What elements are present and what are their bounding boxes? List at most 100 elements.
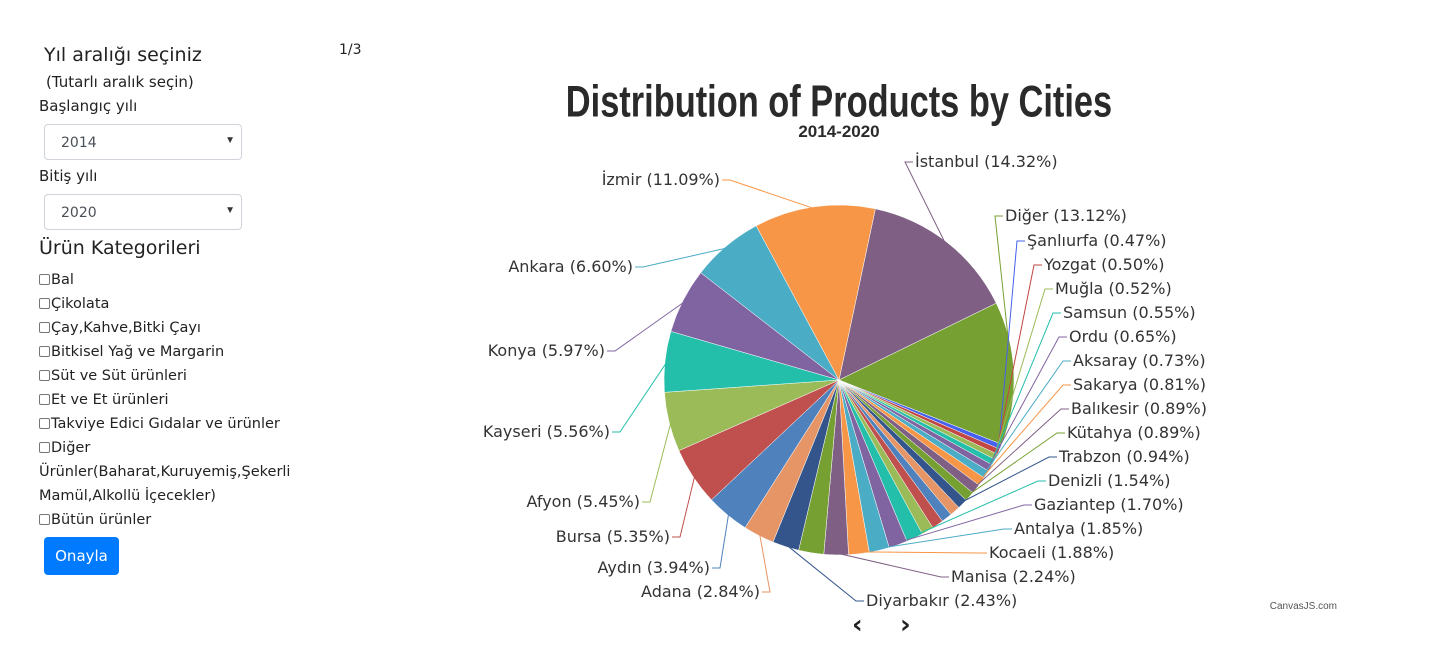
next-chart-button[interactable]: ›: [900, 610, 911, 640]
leader-line: [672, 475, 696, 538]
leader-line: [722, 179, 815, 210]
slice-label: Yozgat (0.50%): [1043, 255, 1164, 274]
category-label: Bal: [51, 272, 74, 288]
submit-button[interactable]: Onayla: [44, 537, 119, 575]
slice-label: Denizli (1.54%): [1048, 471, 1170, 490]
category-checkbox-cikolata[interactable]: Çikolata: [39, 292, 289, 316]
category-label: Bütün ürünler: [51, 512, 152, 528]
leader-line: [897, 504, 1032, 544]
chart-title: Distribution of Products by Cities: [566, 77, 1112, 126]
leader-line: [994, 215, 1013, 374]
pie-slice[interactable]: [838, 302, 1015, 445]
filter-sidebar: Yıl aralığı seçiniz (Tutarlı aralık seçi…: [0, 0, 330, 658]
slice-label: Diyarbakır (2.43%): [866, 591, 1017, 610]
checkbox-icon[interactable]: [39, 346, 50, 357]
chevron-down-icon: ▼: [225, 205, 235, 216]
checkbox-icon[interactable]: [39, 298, 50, 309]
leader-line: [984, 360, 1071, 474]
leader-line: [642, 421, 672, 503]
category-checkbox-takviye[interactable]: Takviye Edici Gıdalar ve ürünler: [39, 412, 289, 436]
leader-line: [988, 336, 1067, 468]
category-label: Diğer Ürünler(Baharat,Kuruyemiş,Şekerli …: [39, 440, 291, 504]
checkbox-icon[interactable]: [39, 274, 50, 285]
slice-label: Ankara (6.60%): [508, 257, 633, 276]
leader-line: [960, 456, 1057, 503]
slice-label: Şanlıurfa (0.47%): [1027, 231, 1167, 250]
leader-line: [607, 301, 686, 352]
year-range-title: Yıl aralığı seçiniz: [44, 44, 202, 66]
end-year-select[interactable]: 2020 ▼: [44, 194, 242, 230]
leader-line: [993, 288, 1053, 457]
pie-leader-lines: [607, 161, 1071, 602]
category-label: Süt ve Süt ürünleri: [51, 368, 187, 384]
pie-slice[interactable]: [755, 204, 876, 381]
leader-line: [635, 247, 728, 268]
leader-line: [979, 384, 1071, 481]
leader-line: [991, 312, 1061, 462]
leader-line: [996, 264, 1042, 451]
leader-line: [973, 408, 1069, 489]
page-indicator: 1/3: [339, 42, 362, 58]
slice-label: Aydın (3.94%): [598, 558, 710, 577]
checkbox-icon[interactable]: [39, 514, 50, 525]
categories-title: Ürün Kategorileri: [39, 237, 201, 259]
start-year-select[interactable]: 2014 ▼: [44, 124, 242, 160]
leader-line: [785, 544, 864, 602]
slice-label: Kayseri (5.56%): [483, 422, 610, 441]
category-label: Et ve Et ürünleri: [51, 392, 169, 408]
leader-line: [612, 361, 668, 433]
checkbox-icon[interactable]: [39, 322, 50, 333]
category-checkbox-cay-kahve[interactable]: Çay,Kahve,Bitki Çayı: [39, 316, 289, 340]
checkbox-icon[interactable]: [39, 418, 50, 429]
year-range-hint: (Tutarlı aralık seçin): [46, 73, 194, 91]
chart-subtitle: 2014-2020: [798, 122, 879, 141]
pie-slices: [663, 204, 1015, 556]
slice-label: Muğla (0.52%): [1055, 279, 1172, 298]
leader-line: [904, 161, 946, 244]
category-checkbox-bitkisel-yag[interactable]: Bitkisel Yağ ve Margarin: [39, 340, 289, 364]
category-label: Bitkisel Yağ ve Margarin: [51, 344, 225, 360]
category-checkbox-butun[interactable]: Bütün ürünler: [39, 508, 289, 532]
slice-label: Bursa (5.35%): [556, 527, 670, 546]
slice-label: Samsun (0.55%): [1063, 303, 1196, 322]
slice-label: Manisa (2.24%): [951, 567, 1076, 586]
category-label: Çikolata: [51, 296, 110, 312]
category-checkbox-sut[interactable]: Süt ve Süt ürünleri: [39, 364, 289, 388]
category-checkbox-diger[interactable]: Diğer Ürünler(Baharat,Kuruyemiş,Şekerli …: [39, 436, 291, 508]
end-year-value: 2020: [61, 205, 97, 221]
end-year-label: Bitiş yılı: [39, 167, 98, 185]
category-checkbox-bal[interactable]: Bal: [39, 268, 289, 292]
pie-labels: İstanbul (14.32%) Diğer (13.12%) Şanlıurfa…: [483, 152, 1207, 610]
slice-label: Diğer (13.12%): [1005, 206, 1127, 225]
pie-slice[interactable]: [838, 208, 997, 381]
chevron-down-icon: ▼: [225, 135, 235, 146]
slice-label: Ordu (0.65%): [1069, 327, 1177, 346]
chart-credit: CanvasJS.com: [1270, 601, 1337, 612]
checkbox-icon[interactable]: [39, 394, 50, 405]
leader-line: [878, 528, 1012, 549]
slice-label: Adana (2.84%): [641, 582, 760, 601]
category-label: Çay,Kahve,Bitki Çayı: [51, 320, 201, 336]
start-year-value: 2014: [61, 135, 97, 151]
slice-label: İstanbul (14.32%): [915, 152, 1058, 171]
leader-line: [967, 432, 1065, 496]
leader-line: [858, 551, 987, 554]
leader-line: [836, 552, 949, 578]
leader-line: [759, 533, 771, 593]
slice-label: Kütahya (0.89%): [1067, 423, 1201, 442]
slice-label: İzmir (11.09%): [602, 170, 720, 189]
slice-label: Balıkesir (0.89%): [1071, 399, 1207, 418]
prev-chart-button[interactable]: ‹: [852, 610, 863, 640]
slice-label: Antalya (1.85%): [1014, 519, 1143, 538]
slice-label: Sakarya (0.81%): [1073, 375, 1206, 394]
slice-label: Trabzon (0.94%): [1058, 447, 1190, 466]
checkbox-icon[interactable]: [39, 442, 50, 453]
start-year-label: Başlangıç yılı: [39, 97, 138, 115]
leader-line: [998, 240, 1025, 447]
checkbox-icon[interactable]: [39, 370, 50, 381]
slice-label: Afyon (5.45%): [526, 492, 640, 511]
slice-label: Konya (5.97%): [488, 341, 605, 360]
category-checkbox-et[interactable]: Et ve Et ürünleri: [39, 388, 289, 412]
slice-label: Kocaeli (1.88%): [989, 543, 1114, 562]
